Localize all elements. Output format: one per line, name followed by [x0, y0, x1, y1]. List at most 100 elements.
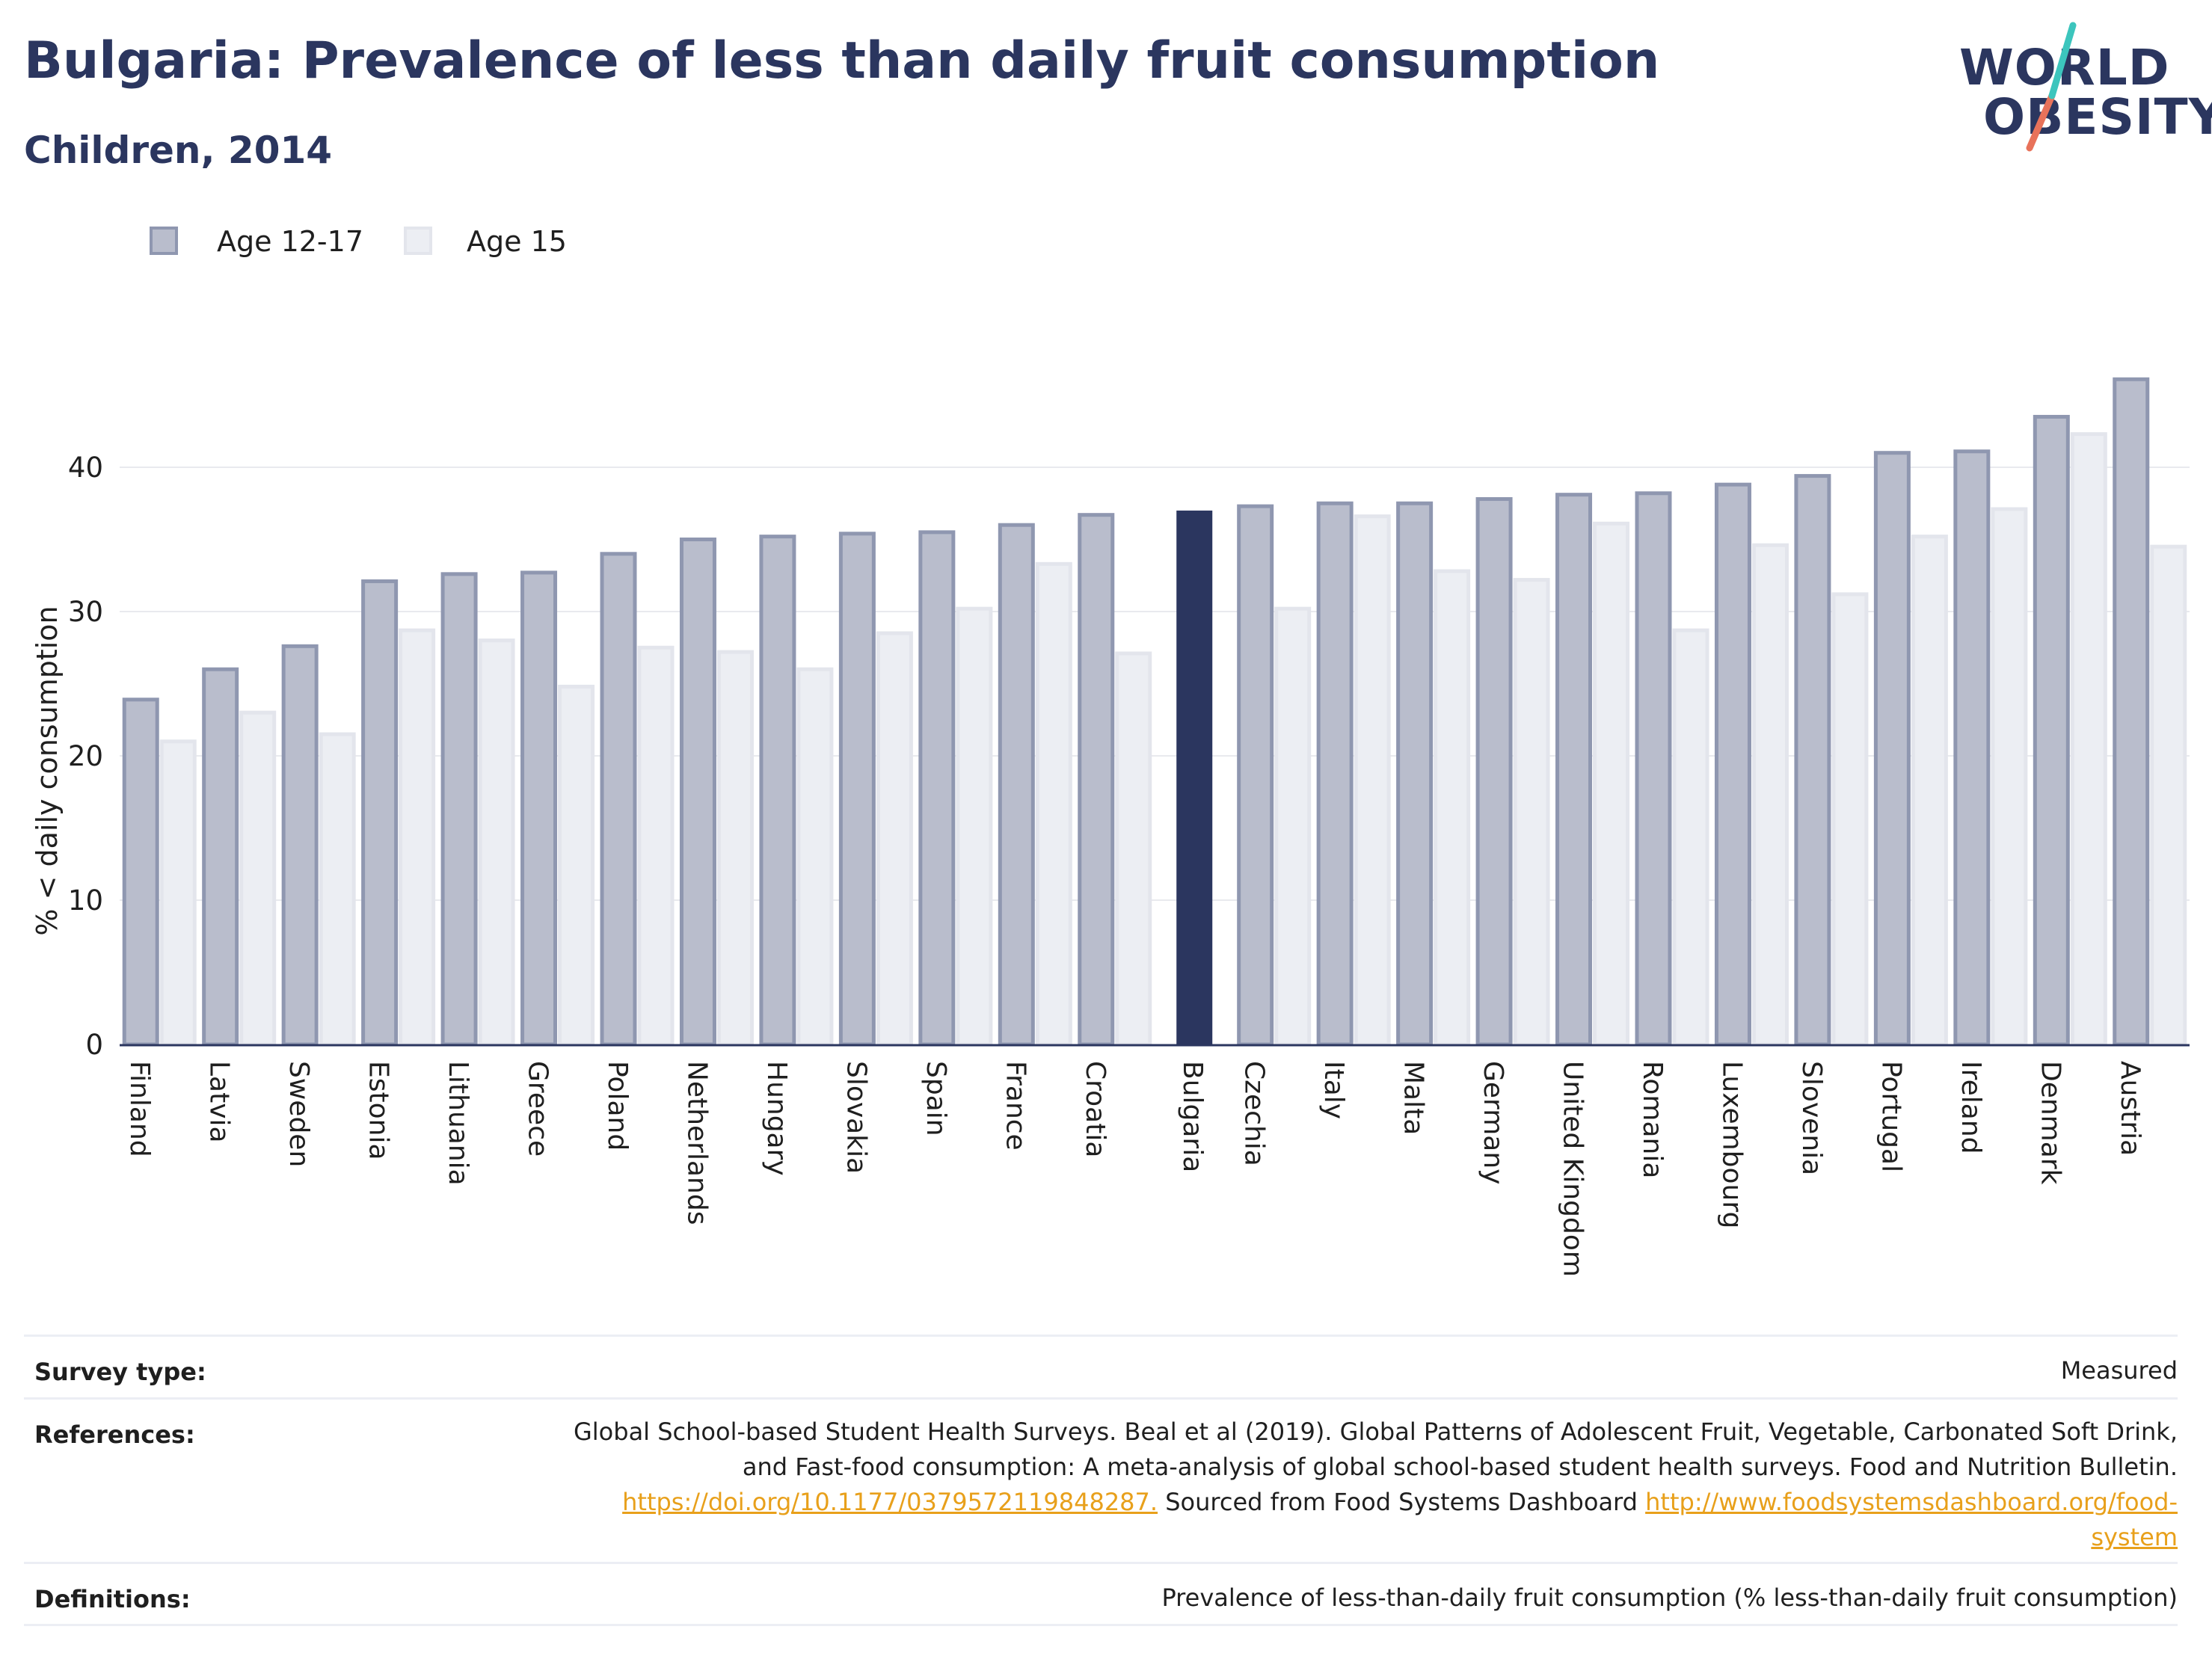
bar-age-15-malta — [1434, 569, 1471, 1047]
bar-age-15-italy — [1354, 514, 1391, 1047]
x-tick-label-slovakia: Slovakia — [841, 1061, 871, 1174]
x-tick-label-germany: Germany — [1478, 1061, 1508, 1184]
bar-chart: 0 10 20 30 40 % < daily consumption Finland Lat… — [31, 377, 2190, 1277]
bar-age-12-17-estonia — [361, 579, 399, 1047]
x-tick-label-romania: Romania — [1637, 1061, 1668, 1178]
x-tick-label-poland: Poland — [602, 1061, 633, 1151]
x-tick-label-hungary: Hungary — [761, 1061, 792, 1176]
x-tick-label-croatia: Croatia — [1080, 1061, 1110, 1157]
chart-subtitle: Children, 2014 — [24, 129, 333, 172]
y-tick-label-10: 10 — [68, 884, 103, 917]
x-tick-label-slovenia: Slovenia — [1796, 1061, 1827, 1175]
bar-age-12-17-sweden — [281, 644, 319, 1047]
x-tick-label-lithuania: Lithuania — [443, 1061, 473, 1186]
footer-row-definitions: Definitions: Prevalence of less-than-dai… — [24, 1562, 2178, 1626]
bar-age-12-17-croatia — [1078, 513, 1115, 1047]
chart-title: Bulgaria: Prevalence of less than daily … — [24, 31, 1660, 90]
x-tick-label-ireland: Ireland — [1956, 1061, 1986, 1154]
food-systems-dashboard-link-cont[interactable]: system — [2091, 1523, 2178, 1551]
bar-age-12-17-denmark — [2033, 414, 2070, 1047]
references-line-2: and Fast-food consumption: A meta-analys… — [742, 1453, 2178, 1481]
bar-age-15-estonia — [399, 628, 436, 1047]
bar-age-12-17-romania — [1635, 491, 1672, 1047]
x-tick-label-sweden: Sweden — [283, 1061, 314, 1167]
bar-age-12-17-germany — [1475, 496, 1513, 1047]
y-tick-label-30: 30 — [68, 596, 103, 628]
bar-age-12-17-ireland — [1953, 449, 1991, 1047]
bar-age-15-latvia — [239, 710, 277, 1047]
bar-age-15-germany — [1513, 578, 1550, 1047]
bar-age-12-17-austria — [2113, 377, 2150, 1047]
legend-swatch-age-12-17 — [150, 227, 178, 255]
survey-type-label: Survey type: — [34, 1358, 206, 1386]
bar-age-12-17-latvia — [202, 667, 239, 1047]
x-tick-label-malta: Malta — [1398, 1061, 1429, 1135]
y-tick-label-0: 0 — [85, 1029, 103, 1061]
bar-age-15-netherlands — [716, 650, 754, 1047]
footer-row-references: References: Global School-based Student … — [24, 1397, 2178, 1562]
food-systems-dashboard-link[interactable]: http://www.foodsystemsdashboard.org/food… — [1645, 1488, 2178, 1516]
x-tick-label-greece: Greece — [523, 1061, 553, 1157]
x-tick-label-latvia: Latvia — [204, 1061, 235, 1143]
bar-age-12-17-italy — [1316, 501, 1354, 1047]
bar-age-15-austria — [2150, 544, 2187, 1047]
definitions-value: Prevalence of less-than-daily fruit cons… — [1161, 1583, 2178, 1612]
bar-age-15-denmark — [2070, 432, 2107, 1047]
bar-age-15-lithuania — [478, 638, 515, 1047]
bar-age-12-17-poland — [600, 552, 637, 1047]
references-sourced-text: Sourced from Food Systems Dashboard — [1158, 1488, 1646, 1516]
bar-age-15-romania — [1672, 628, 1709, 1047]
bar-age-15-croatia — [1115, 651, 1152, 1047]
x-tick-label-austria: Austria — [2115, 1061, 2145, 1156]
bar-age-12-17-luxembourg — [1714, 482, 1751, 1047]
bar-age-12-17-spain — [918, 530, 956, 1047]
bar-age-12-17-netherlands — [679, 538, 716, 1047]
bar-age-12-17-greece — [520, 570, 558, 1047]
x-tick-label-denmark: Denmark — [2035, 1061, 2065, 1185]
doi-link[interactable]: https://doi.org/10.1177/0379572119848287… — [622, 1488, 1158, 1516]
x-tick-label-spain: Spain — [921, 1061, 951, 1136]
y-axis-label: % < daily consumption — [31, 606, 64, 935]
bar-age-12-17-slovakia — [838, 532, 876, 1047]
bar-age-12-17-malta — [1396, 501, 1434, 1047]
footer-row-survey-type: Survey type: Measured — [24, 1335, 2178, 1397]
x-tick-label-portugal: Portugal — [1875, 1061, 1906, 1172]
bar-age-15-hungary — [796, 667, 834, 1047]
references-line-1: Global School-based Student Health Surve… — [573, 1418, 2178, 1446]
bar-age-12-17-lithuania — [440, 572, 478, 1047]
x-tick-label-bulgaria: Bulgaria — [1177, 1061, 1208, 1172]
bar-age-12-17-slovenia — [1794, 474, 1831, 1047]
bar-age-12-17-portugal — [1873, 451, 1911, 1047]
bar-age-12-17-hungary — [759, 535, 796, 1047]
bar-age-12-17-bulgaria — [1176, 510, 1213, 1044]
references-line-4: system — [532, 1520, 2178, 1555]
bar-age-15-greece — [558, 684, 595, 1047]
bar-age-12-17-czechia — [1237, 504, 1274, 1047]
bar-age-15-czechia — [1274, 606, 1312, 1047]
references-label: References: — [34, 1420, 195, 1449]
references-line-3: https://doi.org/10.1177/0379572119848287… — [532, 1485, 2178, 1520]
bar-age-15-ireland — [1991, 507, 2028, 1047]
bar-age-15-portugal — [1911, 535, 1948, 1047]
bar-age-15-united-kingdom — [1593, 521, 1630, 1047]
bar-age-15-finland — [159, 739, 197, 1047]
bar-age-15-sweden — [319, 732, 356, 1047]
footer-table: Survey type: Measured References: Global… — [24, 1335, 2178, 1626]
bar-age-15-france — [1035, 561, 1072, 1047]
bar-age-15-slovenia — [1831, 592, 1869, 1047]
y-tick-label-40: 40 — [68, 452, 103, 484]
logo-slash-icon — [2026, 22, 2077, 152]
survey-type-value: Measured — [2060, 1356, 2178, 1385]
references-value: Global School-based Student Health Surve… — [532, 1415, 2178, 1555]
bar-age-15-luxembourg — [1751, 543, 1789, 1047]
legend-label-age-12-17: Age 12-17 — [217, 225, 363, 258]
x-tick-label-united-kingdom: United Kingdom — [1558, 1061, 1588, 1277]
bar-age-15-poland — [637, 645, 675, 1047]
definitions-label: Definitions: — [34, 1585, 191, 1613]
legend-label-age-15: Age 15 — [467, 225, 567, 258]
bar-age-15-spain — [956, 606, 993, 1047]
x-tick-label-netherlands: Netherlands — [681, 1061, 712, 1225]
x-tick-label-luxembourg: Luxembourg — [1716, 1061, 1747, 1228]
x-tick-label-france: France — [1000, 1061, 1030, 1151]
legend-swatch-age-15 — [404, 227, 432, 255]
